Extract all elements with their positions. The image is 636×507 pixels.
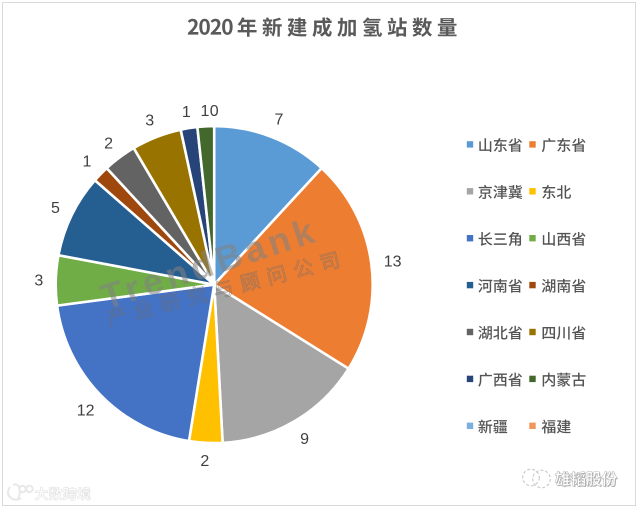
svg-text:9: 9 <box>300 431 309 448</box>
svg-text:13: 13 <box>384 254 402 271</box>
svg-text:1: 1 <box>200 103 209 120</box>
svg-text:7: 7 <box>275 112 284 129</box>
svg-text:1: 1 <box>182 104 191 121</box>
svg-text:1: 1 <box>83 154 92 171</box>
svg-text:3: 3 <box>145 113 154 130</box>
svg-text:2: 2 <box>104 135 113 152</box>
svg-text:3: 3 <box>34 273 43 290</box>
svg-text:5: 5 <box>51 200 60 217</box>
svg-text:12: 12 <box>77 403 95 420</box>
svg-text:2: 2 <box>200 453 209 470</box>
svg-text:0: 0 <box>210 103 219 120</box>
